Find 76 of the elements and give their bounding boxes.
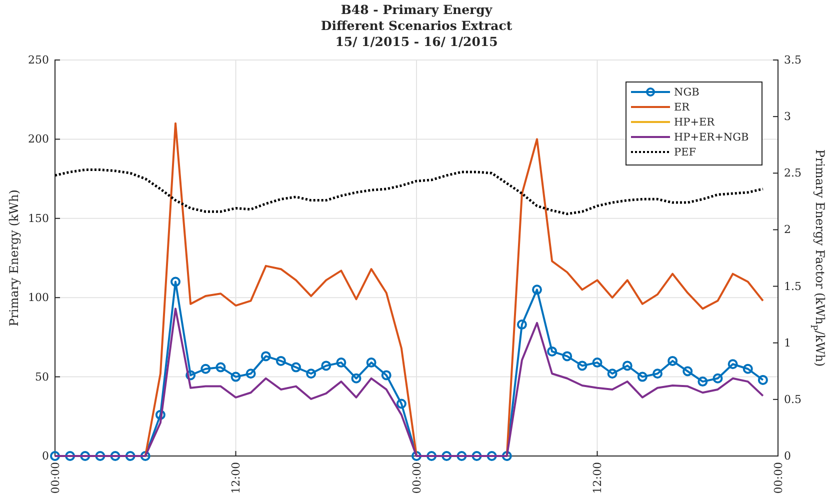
point bbox=[396, 398, 406, 409]
point bbox=[426, 451, 437, 461]
y-tick-label: 250 bbox=[28, 54, 49, 67]
point bbox=[80, 451, 90, 461]
point bbox=[516, 320, 527, 330]
y-axis-title: Primary Energy (kWh) bbox=[7, 190, 21, 326]
point bbox=[442, 451, 452, 461]
point bbox=[532, 284, 542, 295]
legend-label: PEF bbox=[674, 146, 696, 159]
point bbox=[351, 373, 362, 384]
point bbox=[110, 451, 120, 461]
y-tick-label: 100 bbox=[28, 291, 49, 304]
point bbox=[592, 358, 602, 368]
point bbox=[547, 346, 558, 356]
point bbox=[712, 373, 723, 384]
point bbox=[246, 368, 256, 379]
point bbox=[562, 351, 572, 362]
y2-tick-label: 3.5 bbox=[784, 54, 802, 67]
point bbox=[652, 368, 662, 379]
legend-label: NGB bbox=[674, 86, 700, 99]
point bbox=[637, 372, 648, 382]
legend-label: HP+ER+NGB bbox=[674, 132, 749, 144]
point bbox=[276, 356, 286, 366]
point bbox=[577, 360, 588, 371]
line-series bbox=[54, 168, 764, 216]
point bbox=[758, 374, 768, 385]
point bbox=[230, 372, 241, 382]
point bbox=[607, 368, 618, 379]
point bbox=[486, 451, 497, 461]
y-tick-label: 0 bbox=[42, 450, 49, 463]
point bbox=[306, 368, 316, 379]
point bbox=[682, 366, 693, 376]
point bbox=[668, 356, 678, 366]
x-tick-label: 12:00 bbox=[591, 462, 604, 494]
y2-tick-label: 1.5 bbox=[784, 280, 802, 293]
x-tick-label: 00:00 bbox=[410, 462, 424, 494]
chart-subtitle: Different Scenarios Extract 15/ 1/2015 - 16/ 1/2015 bbox=[320, 18, 512, 49]
point bbox=[336, 358, 346, 368]
point bbox=[186, 370, 196, 380]
point bbox=[742, 364, 753, 374]
x-tick-label: 00:00 bbox=[48, 462, 62, 494]
point bbox=[698, 376, 708, 387]
point bbox=[728, 359, 738, 370]
y2-tick-label: 2.5 bbox=[784, 166, 802, 180]
point bbox=[140, 451, 150, 461]
point bbox=[170, 276, 180, 287]
y-tick-label: 50 bbox=[35, 370, 49, 384]
point bbox=[381, 370, 392, 380]
y2-tick-label: 0.5 bbox=[784, 392, 802, 406]
point bbox=[65, 451, 76, 461]
point bbox=[200, 364, 211, 374]
x-tick-label: 12:00 bbox=[230, 462, 243, 494]
point bbox=[502, 451, 512, 461]
y-tick-label: 200 bbox=[28, 132, 49, 146]
point bbox=[291, 362, 301, 372]
point bbox=[472, 451, 482, 461]
point bbox=[50, 451, 60, 461]
y2-tick-label: 3 bbox=[784, 110, 791, 124]
point bbox=[412, 451, 422, 461]
point bbox=[260, 351, 271, 362]
point bbox=[366, 358, 376, 368]
point bbox=[216, 362, 226, 372]
point bbox=[456, 451, 467, 461]
point bbox=[622, 360, 632, 371]
point bbox=[155, 410, 166, 420]
y-tick-label: 150 bbox=[28, 212, 49, 225]
chart-title: B48 - Primary Energy bbox=[340, 2, 493, 17]
point bbox=[95, 451, 106, 461]
y2-tick-label: 1 bbox=[784, 336, 791, 350]
x-tick-label: 00:00 bbox=[772, 462, 785, 494]
y2-tick-label: 2 bbox=[784, 223, 791, 236]
point bbox=[125, 451, 136, 461]
y2-tick-label: 0 bbox=[784, 450, 791, 463]
legend-label: ER bbox=[674, 102, 691, 114]
point bbox=[321, 360, 332, 371]
legend-label: HP+ER bbox=[674, 116, 716, 129]
